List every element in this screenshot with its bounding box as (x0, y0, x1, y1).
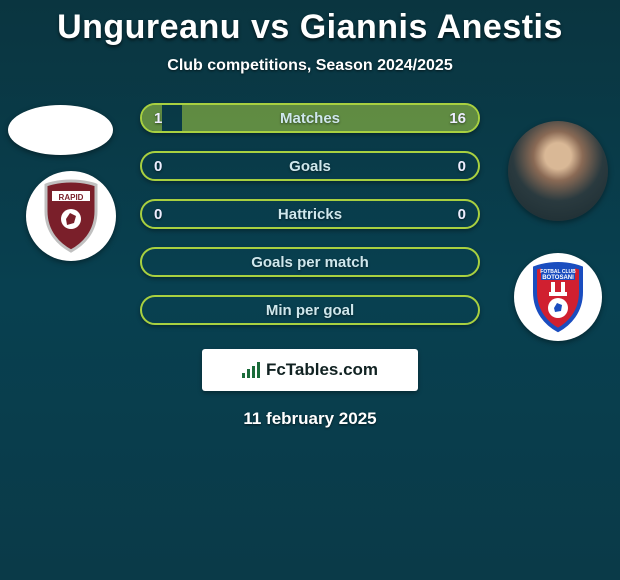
stat-label: Hattricks (142, 206, 478, 223)
left-player-avatar (8, 105, 113, 155)
shield-icon: FOTBAL CLUB BOTOSANI (527, 260, 589, 334)
stat-label: Min per goal (142, 302, 478, 319)
bars-icon (242, 362, 260, 378)
stat-row-hattricks: 0 Hattricks 0 (140, 199, 480, 229)
left-club-badge: RAPID (26, 171, 116, 261)
page-subtitle: Club competitions, Season 2024/2025 (0, 57, 620, 75)
brand-box[interactable]: FcTables.com (202, 349, 418, 391)
svg-text:BOTOSANI: BOTOSANI (542, 275, 574, 281)
page-title: Ungureanu vs Giannis Anestis (0, 0, 620, 47)
stat-label: Goals per match (142, 254, 478, 271)
date-label: 11 february 2025 (0, 409, 620, 429)
stat-row-goals-per-match: Goals per match (140, 247, 480, 277)
comparison-panel: RAPID FOTBAL CLUB BOTOSANI 1 Matches 16 (0, 103, 620, 429)
right-club-badge: FOTBAL CLUB BOTOSANI (514, 253, 602, 341)
stat-row-matches: 1 Matches 16 (140, 103, 480, 133)
svg-text:RAPID: RAPID (59, 193, 84, 202)
right-player-avatar (508, 121, 608, 221)
shield-icon: RAPID (40, 179, 102, 253)
stats-list: 1 Matches 16 0 Goals 0 0 Hattricks 0 Goa… (140, 103, 480, 325)
stat-label: Matches (142, 110, 478, 127)
brand-label: FcTables.com (266, 360, 378, 380)
stat-row-goals: 0 Goals 0 (140, 151, 480, 181)
stat-label: Goals (142, 158, 478, 175)
stat-row-min-per-goal: Min per goal (140, 295, 480, 325)
